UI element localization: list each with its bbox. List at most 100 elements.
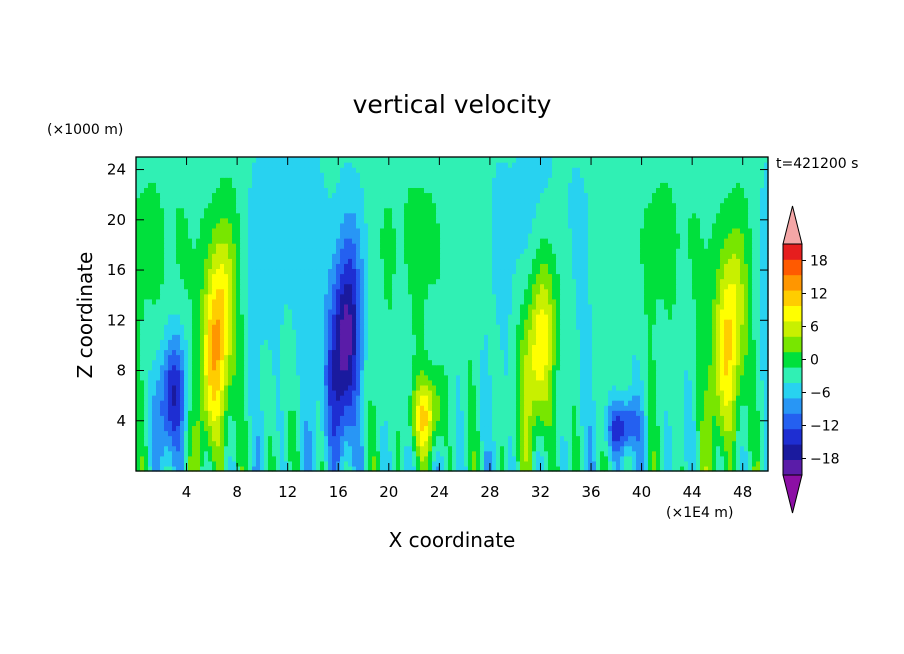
field-cell	[212, 440, 217, 447]
field-cell	[692, 384, 697, 391]
field-cell	[136, 354, 141, 361]
field-cell	[252, 329, 257, 335]
field-cell	[524, 465, 529, 472]
field-cell	[284, 324, 289, 330]
field-cell	[184, 420, 189, 427]
field-cell	[700, 445, 705, 452]
field-cell	[308, 450, 313, 457]
field-cell	[364, 445, 369, 452]
field-cell	[324, 405, 329, 411]
field-cell	[332, 389, 337, 396]
x-axis-label: X coordinate	[389, 528, 516, 552]
field-cell	[180, 389, 185, 396]
field-cell	[320, 465, 325, 472]
field-cell	[192, 329, 197, 335]
field-cell	[324, 435, 329, 442]
field-cell	[236, 308, 241, 315]
field-cell	[200, 349, 205, 356]
field-cell	[384, 379, 389, 386]
field-cell	[708, 364, 713, 371]
field-cell	[648, 410, 653, 416]
field-cell	[176, 395, 181, 401]
field-cell	[500, 420, 505, 427]
field-cell	[460, 339, 465, 345]
field-cell	[304, 379, 309, 386]
field-cell	[352, 425, 357, 432]
field-cell	[584, 450, 589, 457]
field-cell	[252, 344, 257, 351]
field-cell	[632, 384, 637, 391]
chart-title: vertical velocity	[353, 90, 552, 119]
field-cell	[184, 425, 189, 432]
field-cell	[476, 314, 481, 320]
field-cell	[608, 379, 613, 386]
field-cell	[196, 389, 201, 396]
field-cell	[244, 445, 249, 452]
field-cell	[248, 349, 253, 356]
field-cell	[536, 455, 541, 462]
field-cell	[704, 319, 709, 325]
field-cell	[208, 324, 213, 330]
field-cell	[628, 314, 633, 320]
field-cell	[364, 324, 369, 330]
field-cell	[292, 319, 297, 325]
field-cell	[248, 405, 253, 411]
field-cell	[580, 384, 585, 391]
field-cell	[228, 445, 233, 452]
field-cell	[492, 400, 497, 406]
field-cell	[164, 329, 169, 335]
field-cell	[508, 460, 513, 467]
field-cell	[572, 465, 577, 472]
field-cell	[316, 460, 321, 467]
field-cell	[224, 425, 229, 432]
field-cell	[716, 435, 721, 442]
field-cell	[564, 460, 569, 467]
field-cell	[648, 389, 653, 396]
field-cell	[320, 455, 325, 462]
field-cell	[168, 445, 173, 452]
field-cell	[144, 445, 149, 452]
field-cell	[528, 465, 533, 472]
field-cell	[404, 349, 409, 356]
field-cell	[344, 389, 349, 396]
field-cell	[228, 435, 233, 442]
field-cell	[340, 379, 345, 386]
field-cell	[324, 339, 329, 345]
field-cell	[376, 344, 381, 351]
field-cell	[656, 420, 661, 427]
field-cell	[344, 455, 349, 462]
field-cell	[180, 339, 185, 345]
field-cell	[452, 324, 457, 330]
field-cell	[576, 319, 581, 325]
field-cell	[496, 410, 501, 416]
field-cell	[200, 400, 205, 406]
field-cell	[528, 359, 533, 366]
field-cell	[468, 465, 473, 472]
field-cell	[268, 460, 273, 467]
field-cell	[756, 430, 761, 437]
field-cell	[320, 435, 325, 442]
field-cell	[180, 445, 185, 452]
field-cell	[252, 334, 257, 340]
field-cell	[560, 349, 565, 356]
field-cell	[708, 329, 713, 335]
field-cell	[136, 435, 141, 442]
field-cell	[200, 450, 205, 457]
field-cell	[492, 440, 497, 447]
field-cell	[552, 455, 557, 462]
field-cell	[580, 405, 585, 411]
field-cell	[636, 460, 641, 467]
field-cell	[536, 324, 541, 330]
field-cell	[332, 410, 337, 416]
field-cell	[564, 319, 569, 325]
field-cell	[372, 308, 377, 315]
field-cell	[660, 354, 665, 361]
field-cell	[712, 395, 717, 401]
field-cell	[208, 349, 213, 356]
field-cell	[744, 420, 749, 427]
field-cell	[528, 430, 533, 437]
field-cell	[328, 319, 333, 325]
field-cell	[532, 420, 537, 427]
field-cell	[760, 364, 765, 371]
field-cell	[604, 425, 609, 432]
